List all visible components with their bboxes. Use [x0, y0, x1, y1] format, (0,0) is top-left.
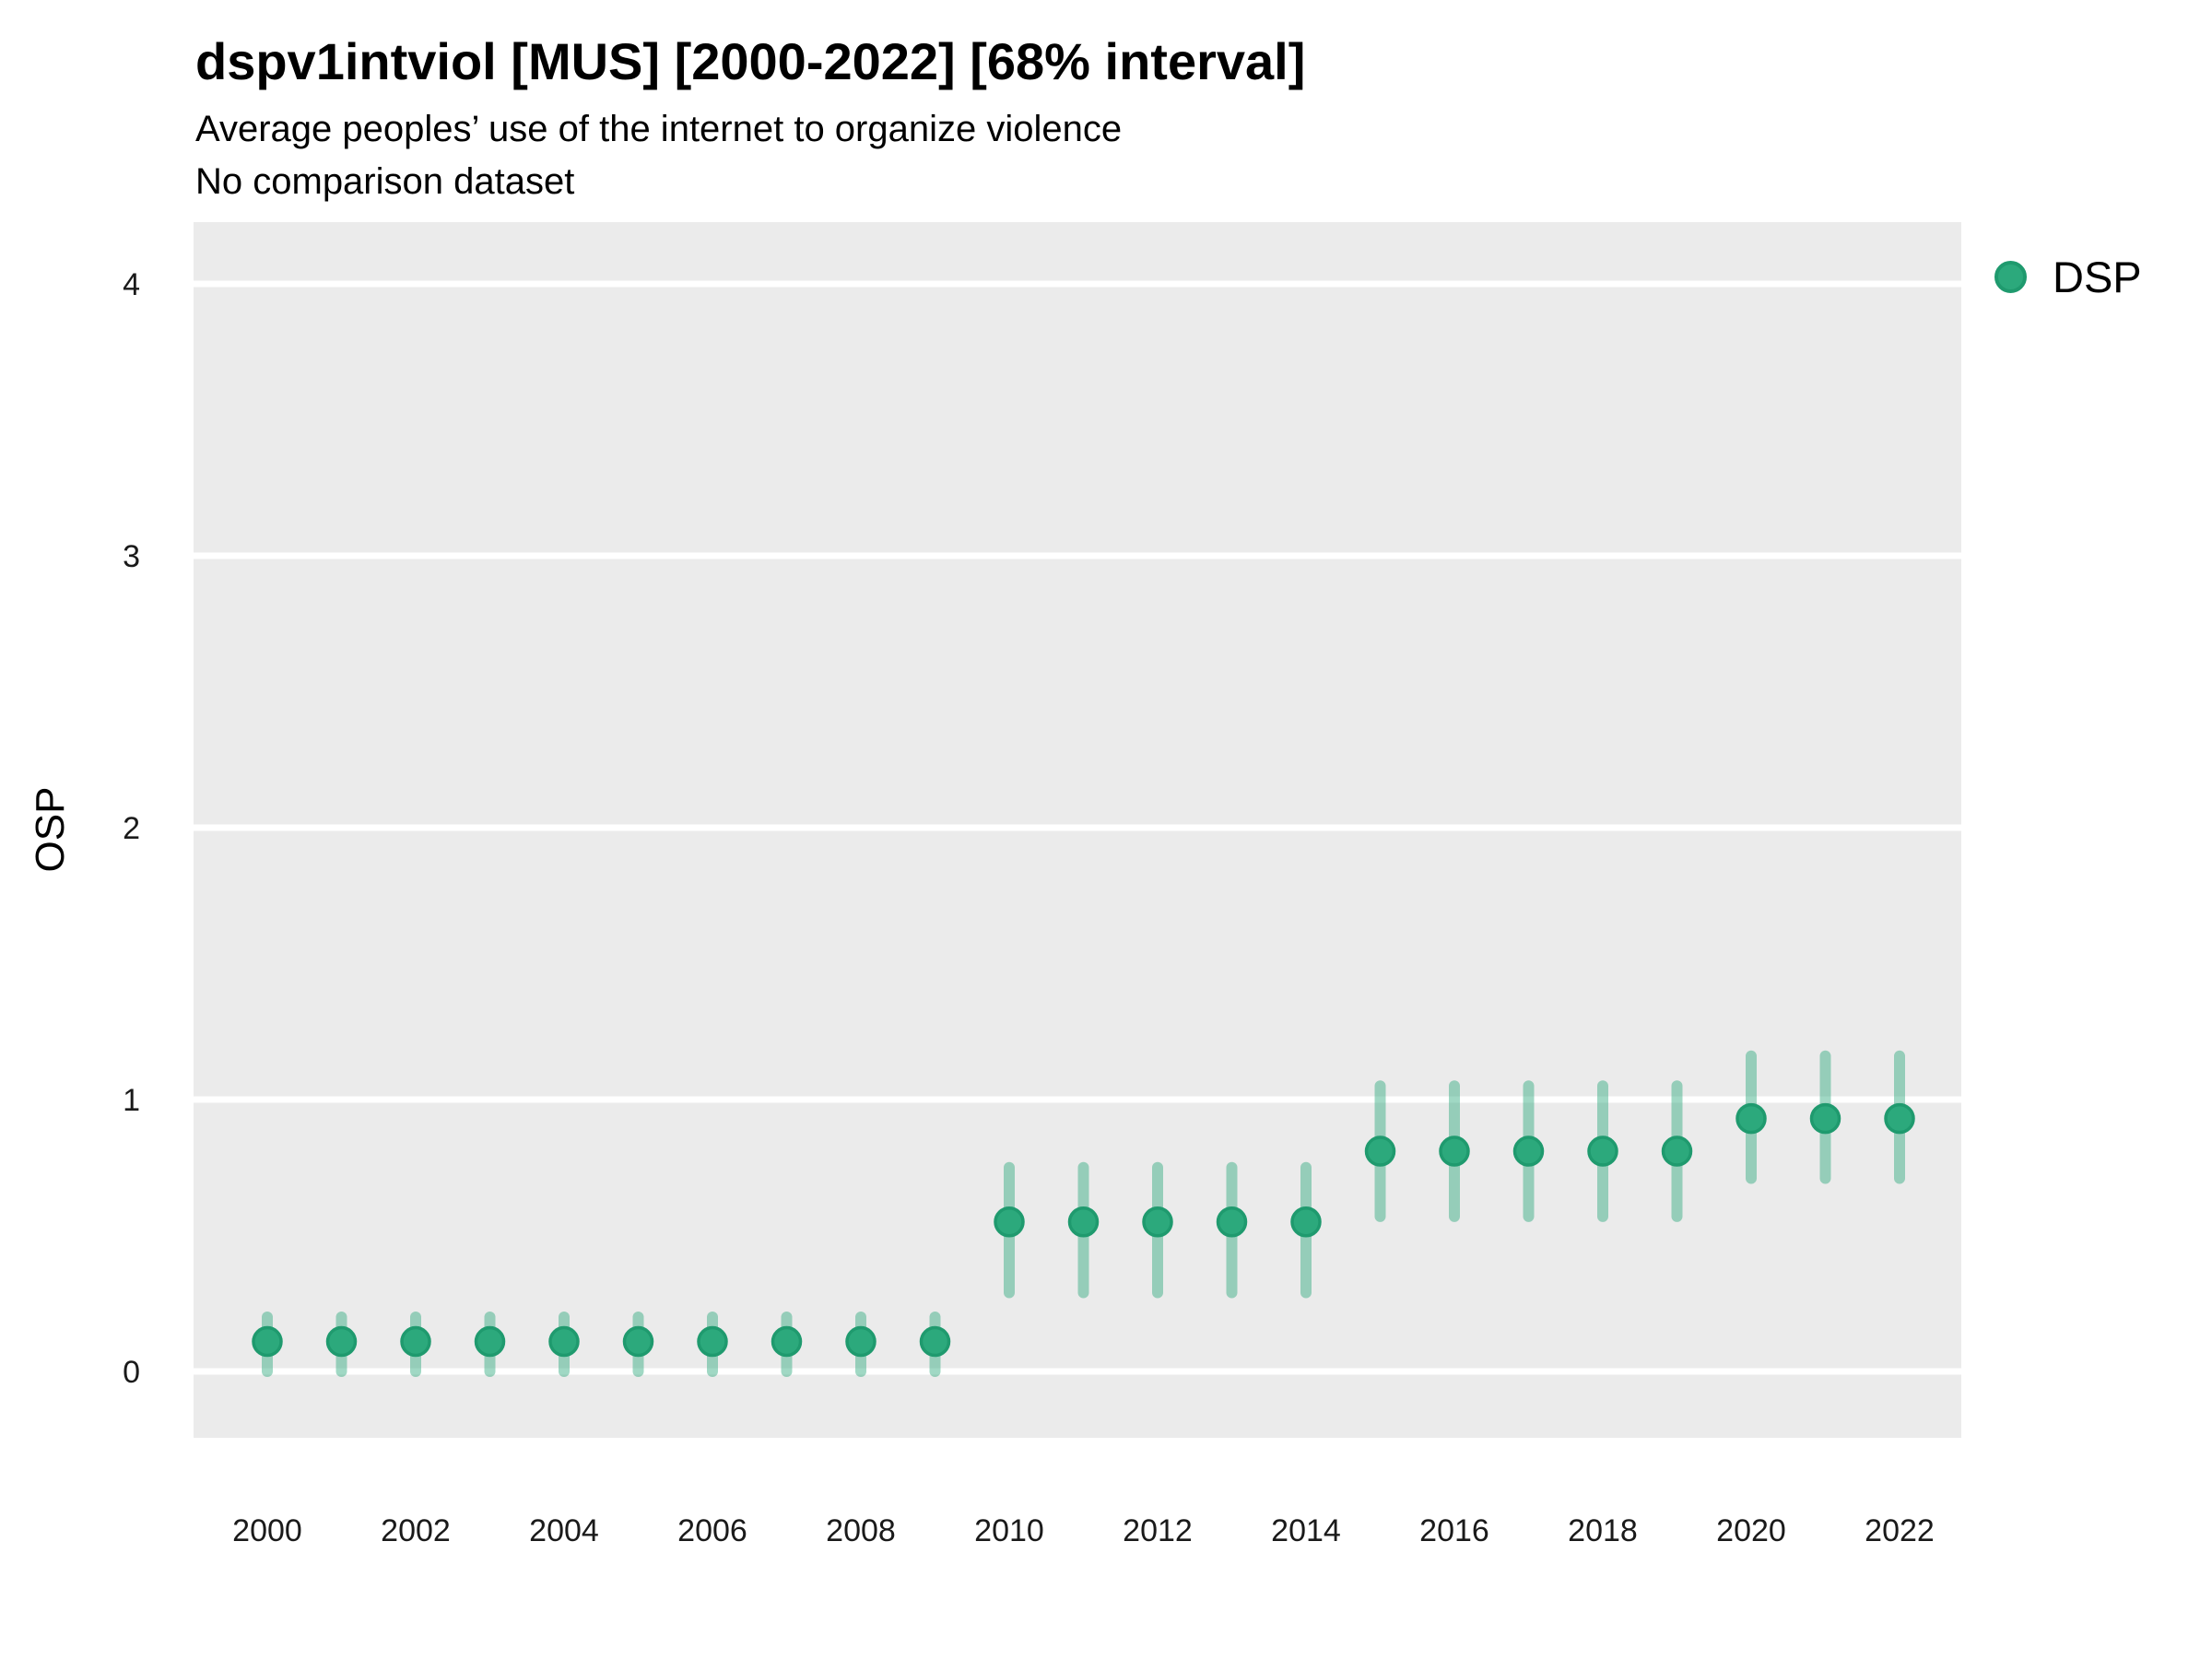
- legend-marker-circle-icon: [1994, 260, 2027, 293]
- data-point: [1735, 1102, 1767, 1135]
- data-point: [697, 1325, 728, 1358]
- data-point: [1587, 1135, 1618, 1167]
- data-point: [1142, 1206, 1173, 1238]
- data-point: [994, 1206, 1025, 1238]
- data-point: [771, 1325, 803, 1358]
- data-point: [1884, 1102, 1915, 1135]
- data-point: [474, 1325, 506, 1358]
- x-tick-label: 2022: [1865, 1513, 1935, 1548]
- x-tick-label: 2014: [1271, 1513, 1341, 1548]
- x-tick-label: 2004: [529, 1513, 599, 1548]
- x-tick-label: 2002: [381, 1513, 451, 1548]
- data-point: [1290, 1206, 1322, 1238]
- legend-label-dsp: DSP: [2053, 252, 2142, 301]
- x-tick-label: 2000: [232, 1513, 302, 1548]
- data-point: [1067, 1206, 1100, 1238]
- y-tick-label: 0: [123, 1355, 140, 1390]
- data-point: [845, 1325, 877, 1358]
- legend: DSP: [1994, 249, 2142, 304]
- x-tick-label: 2012: [1123, 1513, 1193, 1548]
- y-tick-label: 2: [123, 811, 140, 846]
- y-tick-label: 4: [123, 267, 140, 302]
- x-tick-label: 2018: [1568, 1513, 1638, 1548]
- data-point: [325, 1325, 358, 1358]
- chart-note: No comparison dataset: [195, 161, 575, 202]
- x-tick-label: 2016: [1419, 1513, 1489, 1548]
- chart-title: dspv1intviol [MUS] [2000-2022] [68% inte…: [195, 32, 1306, 90]
- data-point: [919, 1325, 951, 1358]
- x-tick-label: 2020: [1716, 1513, 1786, 1548]
- y-axis-title: OSP: [28, 786, 73, 873]
- data-point: [1661, 1135, 1693, 1167]
- data-point: [1809, 1102, 1841, 1135]
- y-tick-label: 1: [123, 1083, 140, 1118]
- data-point: [1364, 1135, 1396, 1167]
- data-point: [400, 1325, 431, 1358]
- x-tick-label: 2010: [974, 1513, 1044, 1548]
- data-point: [548, 1325, 580, 1358]
- data-point: [622, 1325, 654, 1358]
- chart-subtitle: Average peoples’ use of the internet to …: [195, 109, 1123, 149]
- data-point: [252, 1325, 283, 1358]
- x-tick-label: 2008: [826, 1513, 896, 1548]
- data-point: [1439, 1135, 1470, 1167]
- y-tick-label: 3: [123, 539, 140, 574]
- x-tick-label: 2006: [677, 1513, 747, 1548]
- data-point: [1216, 1206, 1248, 1238]
- data-point: [1512, 1135, 1545, 1167]
